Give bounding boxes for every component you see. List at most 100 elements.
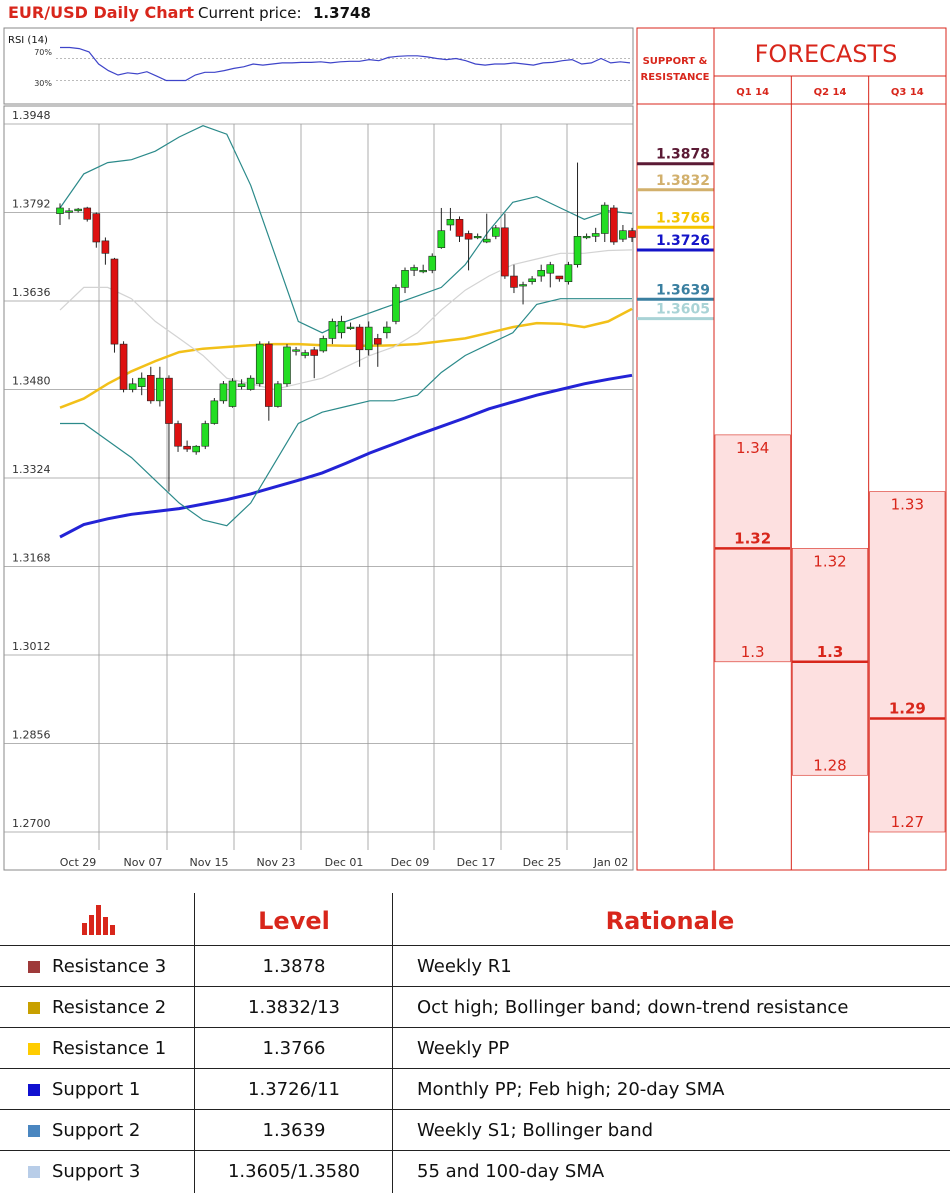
price-x-tick-label: Jan 02 <box>593 856 628 869</box>
candle-bullish <box>600 204 609 234</box>
candle-bullish <box>292 349 300 352</box>
table-row: Support 3 1.3605/1.3580 55 and 100-day SMA <box>0 1150 950 1192</box>
overlay-bollinger-lower <box>60 298 632 527</box>
candle-bearish <box>628 230 636 238</box>
candle-bearish <box>119 343 128 390</box>
sr-level-label: 1.3605 <box>656 302 710 318</box>
level-color-swatch <box>28 1084 40 1096</box>
price-y-tick-label: 1.3480 <box>12 375 51 388</box>
candle-bullish <box>255 343 264 385</box>
candle-bullish <box>201 423 210 447</box>
candle-bullish <box>337 321 346 334</box>
candle-bearish <box>146 375 155 402</box>
candle-bullish <box>591 233 600 237</box>
candle-bullish <box>274 383 282 407</box>
header-rationale: Rationale <box>605 907 735 935</box>
candle-bearish <box>501 227 509 277</box>
price-chart-frame <box>3 105 634 871</box>
overlay-bollinger-upper <box>59 125 633 334</box>
level-value: 1.3605/1.3580 <box>227 1161 361 1182</box>
sr-level-label: 1.3639 <box>656 282 710 298</box>
candle-bearish <box>183 445 191 450</box>
candle-bearish <box>310 349 319 356</box>
candle-bullish <box>246 377 255 390</box>
level-rationale: Weekly R1 <box>417 956 512 977</box>
forecast-column-label: Q2 14 <box>814 87 847 98</box>
candle-bullish <box>473 236 482 239</box>
sr-level-label: 1.3878 <box>656 147 710 163</box>
table-row: Support 2 1.3639 Weekly S1; Bollinger band <box>0 1109 950 1151</box>
sr-levels: 1.3878 1.3832 1.3766 1.3726 1.3639 1.3605 <box>637 147 714 321</box>
price-x-tick-label: Dec 09 <box>391 856 430 869</box>
level-name: Support 2 <box>52 1120 141 1141</box>
candle-bullish <box>74 208 82 212</box>
candle-bullish <box>383 326 391 334</box>
forecast-mid-label: 1.32 <box>734 529 771 547</box>
candle-bearish <box>373 338 382 345</box>
level-value: 1.3726/11 <box>248 1079 340 1100</box>
level-name: Support 1 <box>52 1079 141 1100</box>
price-y-ticks: 1.3948 1.3792 1.3636 1.3480 1.3324 1.3168 1.30… <box>12 109 51 830</box>
candles <box>56 162 636 492</box>
candle-bearish <box>464 233 473 240</box>
price-y-tick-label: 1.3948 <box>12 109 51 122</box>
price-x-tick-label: Nov 15 <box>190 856 229 869</box>
candle-bullish <box>428 255 437 271</box>
candle-bullish <box>137 377 146 387</box>
candle-bullish <box>519 284 527 287</box>
price-y-tick-label: 1.3012 <box>12 640 51 653</box>
bar-chart-icon <box>82 905 115 935</box>
candle-bullish <box>128 383 137 390</box>
level-color-swatch <box>28 1166 40 1178</box>
candle-bullish <box>437 230 446 248</box>
price-y-tick-label: 1.3168 <box>12 552 51 565</box>
price-grid <box>4 123 633 850</box>
candle-bullish <box>192 445 200 453</box>
forecast-low-label: 1.27 <box>891 813 924 831</box>
price-y-tick-label: 1.3324 <box>12 463 51 476</box>
forecasts-title: FORECASTS <box>755 40 898 68</box>
candle-bearish <box>83 207 92 220</box>
levels-table: Level Rationale Resistance 3 1.3878 Weekly… <box>0 893 950 1193</box>
rsi-title: RSI (14) <box>8 35 48 46</box>
candle-bullish <box>237 383 246 387</box>
price-y-tick-label: 1.3792 <box>12 198 51 211</box>
candle-bearish <box>110 258 119 345</box>
candle-bearish <box>510 275 518 288</box>
candle-bullish <box>482 238 491 243</box>
candle-bearish <box>265 343 273 407</box>
header-level: Level <box>258 907 330 935</box>
candle-bearish <box>101 240 110 254</box>
price-x-tick-label: Nov 23 <box>257 856 296 869</box>
level-color-swatch <box>28 1043 40 1055</box>
price-chart: 1.3948 1.3792 1.3636 1.3480 1.3324 1.3168 1.30… <box>3 105 636 871</box>
candle-bullish <box>401 270 409 288</box>
table-row: Resistance 1 1.3766 Weekly PP <box>0 1027 950 1069</box>
candle-bullish <box>364 326 373 351</box>
level-rationale: Weekly S1; Bollinger band <box>417 1120 654 1141</box>
rsi-panel: RSI (14) 70% 30% <box>3 27 634 105</box>
level-name: Resistance 1 <box>52 1038 167 1059</box>
candle-bearish <box>610 207 618 243</box>
candle-bullish <box>283 346 291 385</box>
rsi-series-line <box>60 46 631 82</box>
candle-bearish <box>174 423 182 447</box>
level-value: 1.3832/13 <box>248 997 340 1018</box>
table-row: Support 1 1.3726/11 Monthly PP; Feb high; … <box>0 1068 950 1110</box>
candle-bullish <box>410 267 418 271</box>
price-x-tick-label: Dec 25 <box>523 856 562 869</box>
price-y-tick-label: 1.2700 <box>12 817 51 830</box>
candle-bullish <box>328 321 337 339</box>
candle-bullish <box>219 383 228 402</box>
overlay-sma-100 <box>59 373 633 539</box>
sr-level-label: 1.3832 <box>656 173 710 189</box>
rsi-tick-70: 70% <box>34 48 52 57</box>
candle-bearish <box>555 275 564 280</box>
candle-bearish <box>92 213 101 243</box>
rsi-tick-30: 30% <box>34 79 52 88</box>
level-color-swatch <box>28 1125 40 1137</box>
level-rationale: 55 and 100-day SMA <box>417 1161 605 1182</box>
candle-bullish <box>573 236 582 265</box>
forecast-low-label: 1.3 <box>741 643 765 661</box>
forecasts-panel: FORECASTS Q1 14 1.34 1.32 1.3 Q2 14 1.32 1.3 1.… <box>713 27 947 871</box>
